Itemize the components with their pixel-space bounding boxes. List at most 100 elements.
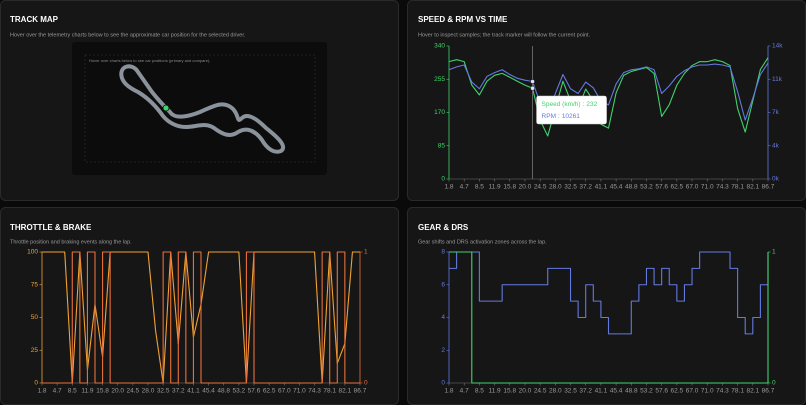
panel-title: TRACK MAP <box>10 15 59 24</box>
y-tick-label: 25 <box>31 347 39 354</box>
tooltip-separator: : <box>583 101 585 108</box>
y-tick-label: 50 <box>31 314 39 321</box>
x-tick-label: 8.5 <box>475 388 484 395</box>
x-tick-label: 37.2 <box>172 388 185 395</box>
tooltip-line: Speed (km/h):232 <box>542 101 598 108</box>
x-tick-label: 41.1 <box>595 388 608 395</box>
hover-point <box>530 79 535 84</box>
x-tick-label: 71.0 <box>293 388 306 395</box>
x-tick-label: 78.1 <box>323 388 336 395</box>
x-tick-label: 20.0 <box>519 388 532 395</box>
x-tick-label: 62.5 <box>671 388 684 395</box>
tooltip-name: Speed (km/h) <box>542 101 581 108</box>
x-tick-label: 74.3 <box>716 388 729 395</box>
x-tick-label: 82.1 <box>746 184 759 191</box>
gear-panel <box>407 207 806 405</box>
x-tick-label: 86.7 <box>762 184 775 191</box>
y-tick-label: 2 <box>441 347 445 354</box>
panel-subtitle: Hover over the telemetry charts below to… <box>10 32 246 38</box>
x-tick-label: 74.3 <box>716 184 729 191</box>
x-tick-label: 32.5 <box>564 184 577 191</box>
tooltip-name: RPM <box>542 113 556 120</box>
x-tick-label: 48.8 <box>625 184 638 191</box>
x-tick-label: 48.8 <box>625 388 638 395</box>
y-tick-label: 85 <box>438 142 446 149</box>
y2-tick-label: 0 <box>772 380 776 387</box>
x-tick-label: 32.5 <box>564 388 577 395</box>
x-tick-label: 24.5 <box>534 388 547 395</box>
y-tick-label: 75 <box>31 281 39 288</box>
tooltip-line: RPM:10261 <box>542 113 581 120</box>
x-tick-label: 62.5 <box>671 184 684 191</box>
x-tick-label: 78.1 <box>731 388 744 395</box>
x-tick-label: 1.8 <box>37 388 46 395</box>
y2-tick-label: 4k <box>772 142 780 149</box>
x-tick-label: 71.0 <box>701 388 714 395</box>
panel-subtitle: Hover to inspect samples; the track mark… <box>418 32 591 38</box>
x-tick-label: 57.6 <box>655 388 668 395</box>
x-tick-label: 8.5 <box>68 388 77 395</box>
panel-title: GEAR & DRS <box>418 223 469 232</box>
x-tick-label: 41.1 <box>595 184 608 191</box>
x-tick-label: 28.0 <box>142 388 155 395</box>
series-line <box>448 62 769 121</box>
x-tick-label: 11.9 <box>81 388 94 395</box>
y-tick-label: 6 <box>441 281 445 288</box>
x-tick-label: 15.8 <box>503 388 516 395</box>
x-tick-label: 28.0 <box>549 388 562 395</box>
throttle-panel <box>0 207 399 405</box>
x-tick-label: 37.2 <box>579 184 592 191</box>
x-tick-label: 86.7 <box>762 388 775 395</box>
x-tick-label: 11.9 <box>488 184 501 191</box>
series-line <box>42 251 360 384</box>
y-tick-label: 340 <box>434 43 445 50</box>
x-tick-label: 86.7 <box>354 388 367 395</box>
x-tick-label: 24.5 <box>534 184 547 191</box>
tooltip-separator: : <box>558 113 560 120</box>
x-tick-label: 57.6 <box>248 388 261 395</box>
x-tick-label: 82.1 <box>746 388 759 395</box>
x-tick-label: 15.8 <box>96 388 109 395</box>
x-tick-label: 67.0 <box>686 388 699 395</box>
x-tick-label: 53.2 <box>640 388 653 395</box>
y-tick-label: 255 <box>434 76 445 83</box>
x-tick-label: 74.3 <box>308 388 321 395</box>
x-tick-label: 48.8 <box>217 388 230 395</box>
y2-tick-label: 7k <box>772 109 780 116</box>
tooltip <box>536 95 607 125</box>
y-tick-label: 170 <box>434 109 445 116</box>
x-tick-label: 78.1 <box>731 184 744 191</box>
panel-subtitle: Gear shifts and DRS activation zones acr… <box>418 239 547 245</box>
x-tick-label: 82.1 <box>339 388 352 395</box>
x-tick-label: 1.8 <box>444 388 453 395</box>
y2-tick-label: 0k <box>772 176 780 183</box>
x-tick-label: 11.9 <box>488 388 501 395</box>
x-tick-label: 4.7 <box>53 388 62 395</box>
x-tick-label: 67.0 <box>686 184 699 191</box>
x-tick-label: 20.0 <box>519 184 532 191</box>
x-tick-label: 45.4 <box>610 184 623 191</box>
track-outline <box>119 64 286 154</box>
y-tick-label: 4 <box>441 314 445 321</box>
x-tick-label: 28.0 <box>549 184 562 191</box>
x-tick-label: 62.5 <box>263 388 276 395</box>
x-tick-label: 45.4 <box>202 388 215 395</box>
x-tick-label: 32.5 <box>157 388 170 395</box>
y2-tick-label: 0 <box>364 380 368 387</box>
x-tick-label: 24.5 <box>127 388 140 395</box>
x-tick-label: 15.8 <box>503 184 516 191</box>
x-tick-label: 53.2 <box>640 184 653 191</box>
x-tick-label: 67.0 <box>278 388 291 395</box>
x-tick-label: 4.7 <box>460 184 469 191</box>
panel-title: SPEED & RPM VS TIME <box>418 15 508 24</box>
series-line <box>449 251 769 384</box>
track-frame <box>84 54 316 163</box>
series-line <box>448 57 769 137</box>
track-hint: Hover over charts below to see car posit… <box>89 58 210 63</box>
y-tick-label: 0 <box>441 176 445 183</box>
y-tick-label: 0 <box>441 380 445 387</box>
y2-tick-label: 11k <box>772 76 783 83</box>
car-marker <box>162 104 170 112</box>
panel-subtitle: Throttle position and braking events alo… <box>10 239 132 245</box>
x-tick-label: 20.0 <box>111 388 124 395</box>
